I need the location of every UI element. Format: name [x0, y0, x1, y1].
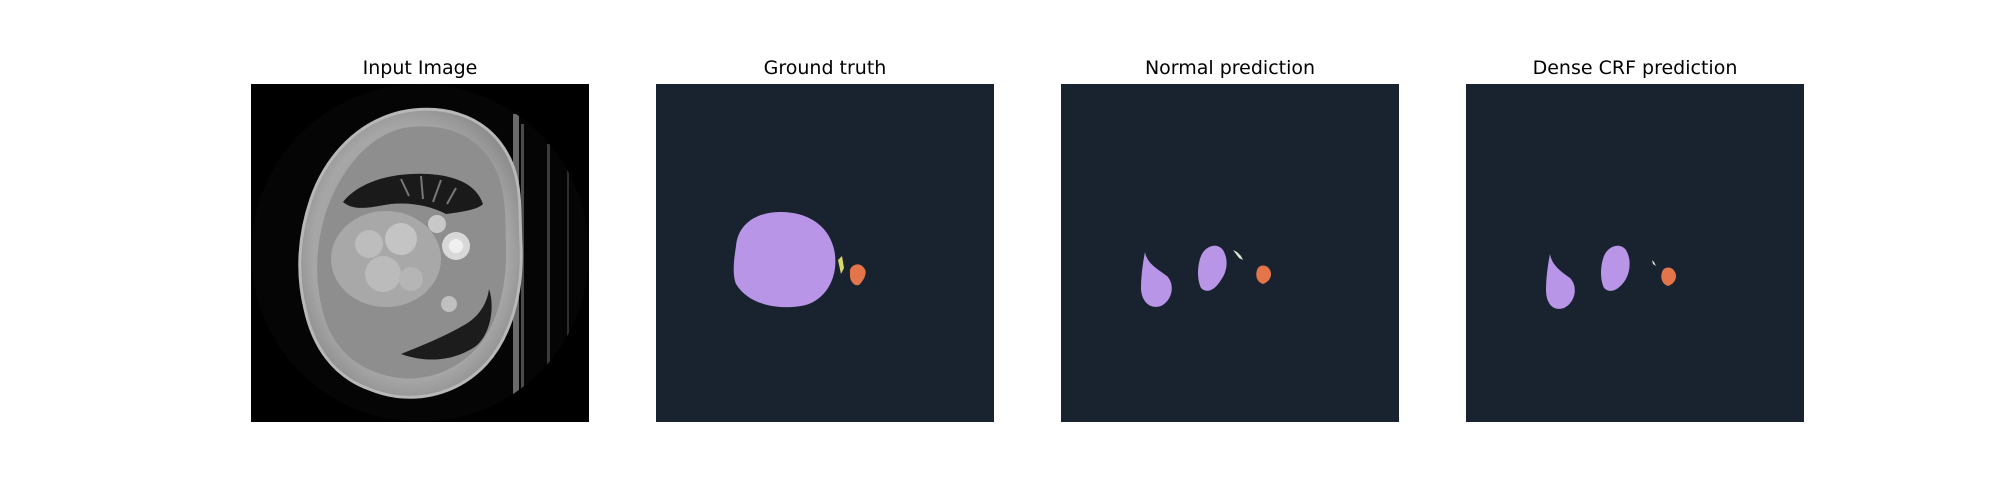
- panel-normal-prediction: Normal prediction: [1061, 0, 1399, 500]
- ground-truth-mask: [656, 84, 994, 422]
- panel-dense-crf-prediction: Dense CRF prediction: [1466, 0, 1804, 500]
- dense-crf-prediction-mask: [1466, 84, 1804, 422]
- panel-title: Normal prediction: [1144, 57, 1316, 79]
- panel-title: Ground truth: [763, 57, 887, 79]
- panel-input-image: Input Image: [251, 0, 589, 500]
- ct-input-image: [251, 84, 589, 422]
- panel-title: Input Image: [362, 57, 478, 79]
- panel-ground-truth: Ground truth: [656, 0, 994, 500]
- panel-title: Dense CRF prediction: [1532, 57, 1738, 79]
- normal-prediction-mask: [1061, 84, 1399, 422]
